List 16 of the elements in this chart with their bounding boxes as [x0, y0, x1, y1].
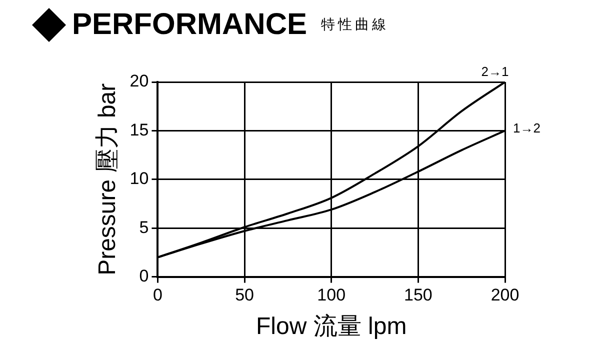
series-label: 1→2 [513, 120, 540, 136]
x-axis-title: Flow 流量 lpm [256, 313, 407, 340]
x-tick-label: 150 [404, 286, 432, 305]
y-axis-title: Pressure 壓力 bar [94, 83, 122, 276]
y-tick-label: 20 [130, 72, 149, 91]
y-tick-label: 10 [130, 169, 149, 188]
x-tick-label: 50 [235, 286, 254, 305]
y-tick-label: 15 [130, 120, 149, 140]
y-tick-label: 5 [139, 218, 149, 237]
y-tick-label: 0 [139, 266, 149, 286]
chart-subtitle: 特性曲線 [321, 16, 390, 34]
chart-title: PERFORMANCE [72, 8, 308, 42]
x-tick-label: 200 [490, 286, 520, 305]
series-label: 2→1 [481, 64, 509, 80]
x-tick-label: 100 [317, 286, 346, 305]
x-tick-label: 0 [152, 286, 162, 305]
